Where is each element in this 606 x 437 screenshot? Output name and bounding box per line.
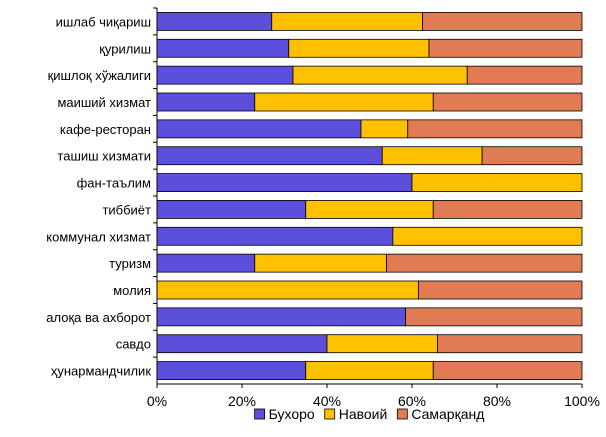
category-label: кафе-ресторан xyxy=(60,122,151,137)
bar-segment-1-row-5 xyxy=(156,119,362,139)
legend-swatch xyxy=(324,408,336,420)
category-label: қурилиш xyxy=(99,41,151,56)
bar-segment-1-row-10 xyxy=(156,253,256,273)
legend-swatch xyxy=(396,408,408,420)
legend-swatch xyxy=(254,408,266,420)
category-label: маиший хизмат xyxy=(57,95,151,110)
bar-segment-2-row-7 xyxy=(411,173,583,192)
bar-segment-1-row-13 xyxy=(156,334,328,354)
category-label: тиббиёт xyxy=(102,202,151,217)
bar-segment-2-row-5 xyxy=(360,119,409,139)
bar-segment-3-row-10 xyxy=(386,253,583,273)
x-tick-label: 100% xyxy=(564,393,600,409)
bar-segment-2-row-11 xyxy=(156,280,419,300)
bar-segment-2-row-8 xyxy=(305,200,434,219)
category-label: туризм xyxy=(109,256,151,271)
category-label: ишлаб чиқариш xyxy=(56,14,151,29)
legend-label: Самарқанд xyxy=(411,406,484,422)
x-tick-label: 0% xyxy=(147,393,167,409)
bar-segment-2-row-14 xyxy=(305,361,434,380)
bar-segment-2-row-2 xyxy=(288,38,430,58)
bar-segment-3-row-14 xyxy=(432,361,583,380)
x-tick-label: 20% xyxy=(228,393,256,409)
legend-label: Бухоро xyxy=(269,406,315,422)
category-label: молия xyxy=(113,283,151,298)
bar-segment-3-row-12 xyxy=(405,307,583,327)
category-label: алоқа ва ахборот xyxy=(46,310,151,325)
legend: Бухоро Навоий Самарқанд xyxy=(254,406,484,422)
category-labels: ишлаб чиқариш қурилиш қишлоқ хўжалиги маиши… xyxy=(46,14,151,378)
bar-segment-2-row-6 xyxy=(381,146,483,166)
bar-segment-1-row-3 xyxy=(156,65,294,85)
bar-segment-3-row-8 xyxy=(432,200,583,219)
x-tick-labels: 0% 20% 40% 60% 80% 100% xyxy=(147,393,600,409)
x-tick-label: 60% xyxy=(398,393,426,409)
bar-segment-2-row-9 xyxy=(392,226,583,246)
bar-segment-2-row-3 xyxy=(292,65,468,85)
bar-segment-3-row-1 xyxy=(422,12,583,31)
bar-segment-1-row-8 xyxy=(156,200,307,219)
category-label: ташиш хизмати xyxy=(57,149,151,164)
bar-segment-2-row-10 xyxy=(254,253,387,273)
bar-segment-1-row-7 xyxy=(156,173,413,192)
bar-segment-2-row-1 xyxy=(271,12,424,31)
bar-segment-2-row-13 xyxy=(326,334,438,354)
axes-layer xyxy=(153,7,583,388)
category-label: қишлоқ хўжалиги xyxy=(48,68,151,83)
x-tick-label: 40% xyxy=(313,393,341,409)
category-label: савдо xyxy=(116,337,151,352)
bar-segment-2-row-4 xyxy=(254,92,434,112)
x-tick-label: 80% xyxy=(483,393,511,409)
bar-segment-1-row-12 xyxy=(156,307,407,327)
bar-segment-1-row-14 xyxy=(156,361,307,380)
bar-segment-3-row-11 xyxy=(417,280,583,300)
bar-segment-1-row-6 xyxy=(156,146,383,166)
bar-segment-3-row-4 xyxy=(432,92,583,112)
category-label: ҳунармандчилик xyxy=(51,364,151,379)
bar-segment-1-row-4 xyxy=(156,92,256,112)
bar-segment-3-row-13 xyxy=(437,334,583,354)
bar-segment-3-row-6 xyxy=(481,146,583,166)
bar-segment-3-row-2 xyxy=(428,38,583,58)
bar-segment-3-row-3 xyxy=(466,65,583,85)
category-label: фан-таълим xyxy=(77,176,151,191)
bar-segment-3-row-5 xyxy=(407,119,583,139)
category-label: коммунал хизмат xyxy=(46,229,151,244)
bar-segment-1-row-2 xyxy=(156,38,290,58)
bar-segment-1-row-1 xyxy=(156,12,273,31)
bar-segment-1-row-9 xyxy=(156,226,394,246)
legend-label: Навоий xyxy=(339,406,388,422)
bars-layer xyxy=(156,12,583,380)
